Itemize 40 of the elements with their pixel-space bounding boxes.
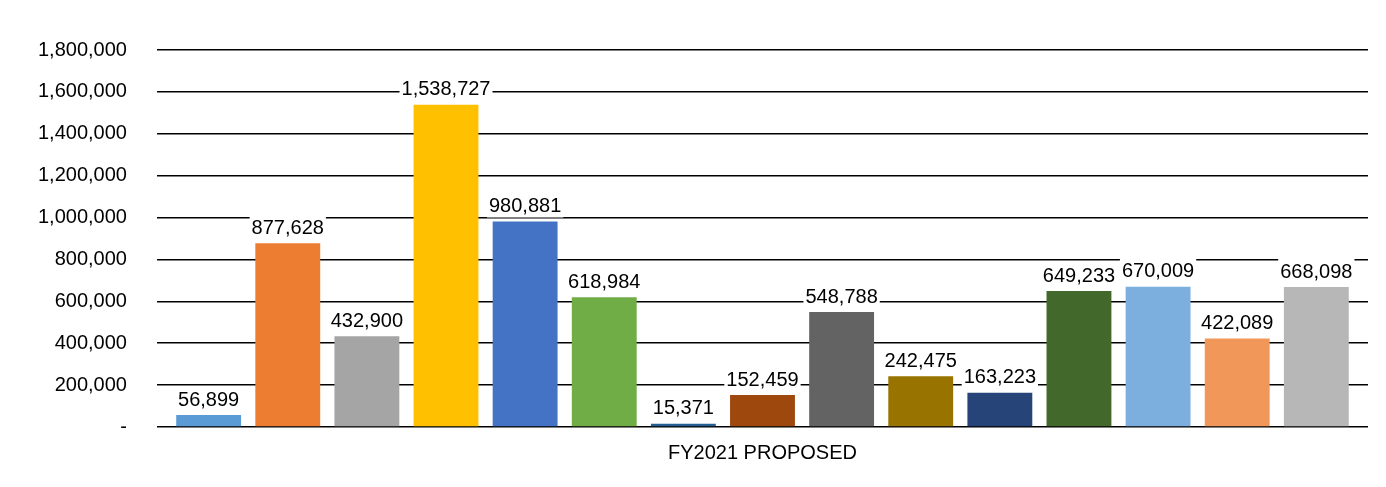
y-tick-label: 1,800,000 bbox=[37, 37, 127, 60]
bar bbox=[334, 336, 400, 427]
data-label: 56,899 bbox=[178, 387, 240, 410]
data-label: 618,984 bbox=[568, 269, 641, 292]
bar bbox=[571, 297, 637, 427]
y-tick-label: 600,000 bbox=[54, 288, 127, 311]
data-label: 163,223 bbox=[963, 365, 1036, 388]
y-tick-label: 1,400,000 bbox=[37, 121, 127, 144]
bar bbox=[888, 376, 954, 427]
y-tick-label: 200,000 bbox=[54, 372, 127, 395]
data-label: 422,089 bbox=[1201, 311, 1274, 334]
y-tick-label: 800,000 bbox=[54, 246, 127, 269]
data-label: 670,009 bbox=[1121, 259, 1195, 282]
bar bbox=[809, 312, 875, 427]
bar bbox=[730, 395, 795, 427]
bar bbox=[1125, 286, 1191, 427]
data-label: 15,371 bbox=[652, 396, 714, 419]
y-tick-label: 400,000 bbox=[54, 330, 127, 353]
bar bbox=[255, 243, 321, 427]
bar bbox=[967, 392, 1033, 427]
bar bbox=[1046, 291, 1112, 427]
y-tick-label: - bbox=[120, 414, 127, 437]
bar bbox=[413, 104, 479, 427]
bar bbox=[1204, 338, 1270, 427]
bar bbox=[492, 221, 558, 427]
data-label: 649,233 bbox=[1042, 263, 1116, 286]
data-label: 980,881 bbox=[488, 194, 562, 217]
x-tick-label: FY2021 PROPOSED bbox=[668, 440, 857, 463]
y-tick-label: 1,600,000 bbox=[37, 79, 127, 102]
data-label: 877,628 bbox=[251, 215, 324, 238]
data-label: 668,098 bbox=[1280, 259, 1353, 282]
data-label: 152,459 bbox=[726, 367, 799, 390]
y-tick-label: 1,000,000 bbox=[37, 205, 127, 228]
data-label: 242,475 bbox=[884, 348, 957, 371]
data-label: 548,788 bbox=[805, 284, 878, 307]
data-label: 1,538,727 bbox=[401, 77, 491, 100]
y-tick-label: 1,200,000 bbox=[37, 163, 127, 186]
data-label: 432,900 bbox=[330, 308, 404, 331]
bar bbox=[1283, 287, 1349, 427]
bar bbox=[176, 415, 242, 427]
